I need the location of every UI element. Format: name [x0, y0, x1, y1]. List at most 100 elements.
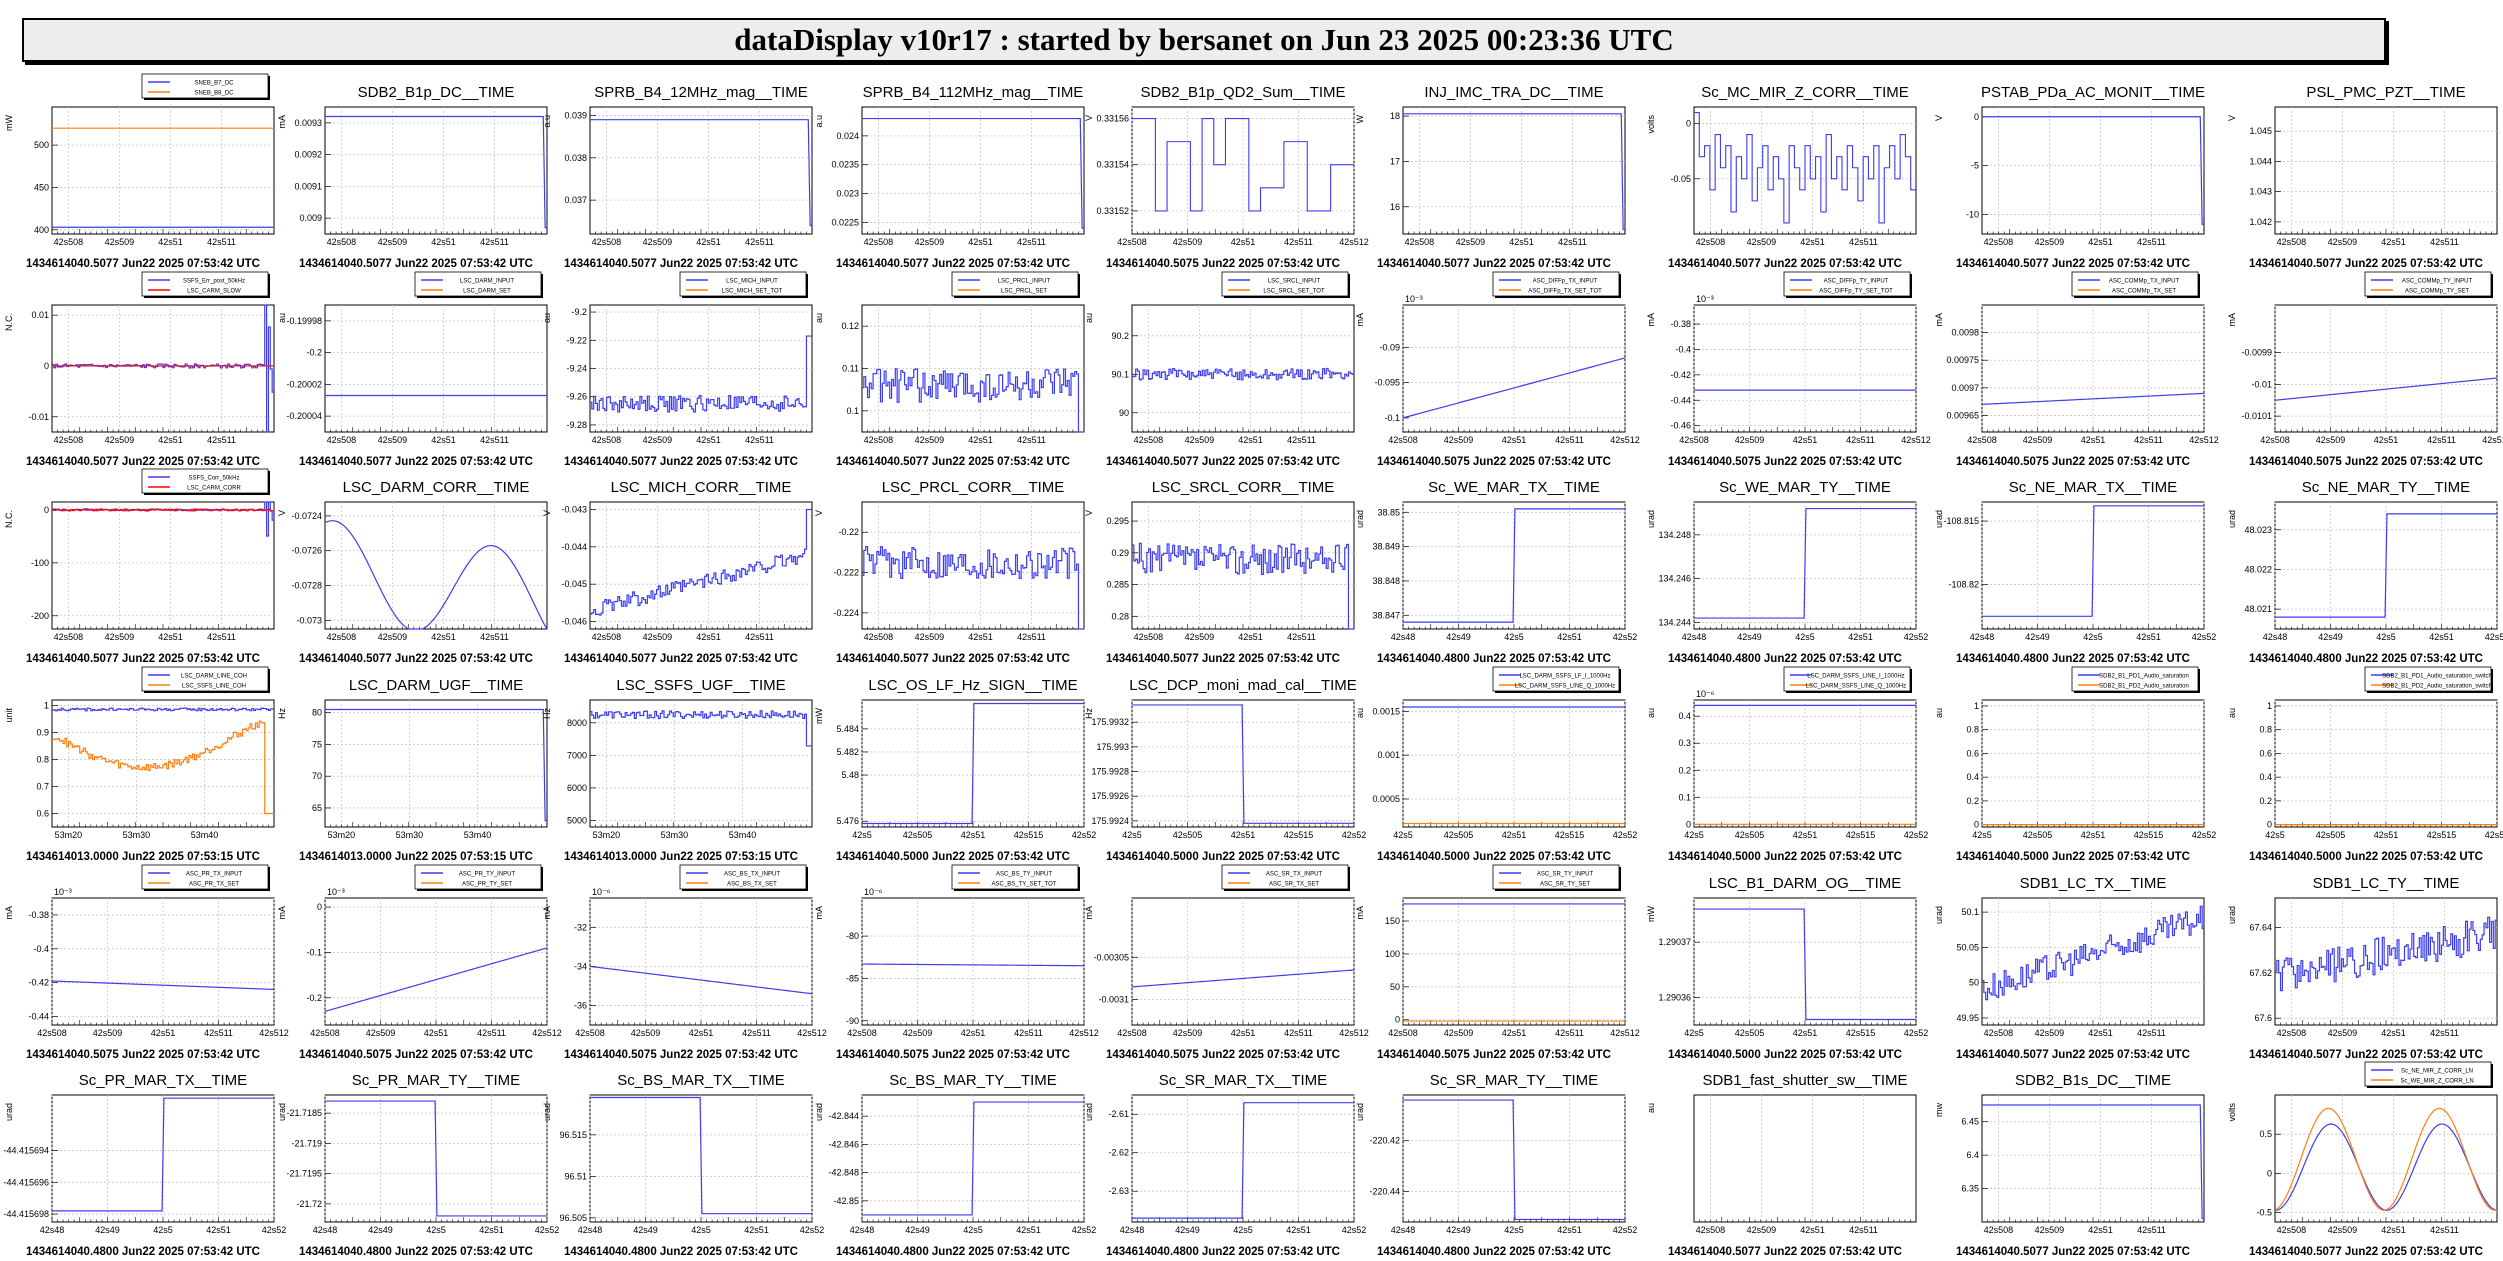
x-tick-label: 42s51	[1800, 1225, 1825, 1235]
legend-entry: LSC_CARM_CORR	[187, 486, 241, 492]
chart-panel: au 10⁻⁶ 42s5 42s505 42s51 42s515 42s52 0 0.1 0.2 0…	[1646, 666, 1928, 863]
chart-legend: LSC_DARM_LINE_COH LSC_SSFS_LINE_COH	[141, 666, 270, 693]
y-tick-label: 90.2	[1111, 331, 1129, 341]
x-tick-label: 42s51	[968, 237, 993, 247]
y-tick-label: -0.20004	[286, 411, 322, 421]
legend-entry: LSC_DARM_SET	[463, 289, 511, 295]
legend-entry: ASC_SR_TX_INPUT	[1266, 872, 1323, 878]
x-tick-label: 42s51	[2088, 237, 2113, 247]
x-tick-label: 42s5	[1233, 1225, 1253, 1235]
x-tick-label: 42s508	[2260, 435, 2290, 445]
legend-box	[951, 271, 1079, 297]
legend-entry: LSC_SRCL_INPUT	[1268, 279, 1321, 285]
timestamp-footer: 1434614040.5077 Jun22 2025 07:53:42 UTC	[836, 456, 1070, 468]
data-series-line	[590, 710, 812, 747]
timestamp-footer: 1434614040.5000 Jun22 2025 07:53:42 UTC	[2249, 851, 2483, 863]
chart-panel: SDB2_B1p_DC__TIME mA 42s508 42s509 42s51 42s5…	[277, 84, 548, 270]
y-tick-label: -80	[846, 931, 859, 941]
x-tick-label: 42s51	[1848, 632, 1873, 642]
legend-entry: LSC_SSFS_LINE_COH	[182, 684, 246, 690]
y-tick-label: -9.26	[566, 392, 587, 402]
y-tick-label: -0.0031	[1098, 995, 1129, 1005]
x-tick-label: 42s509	[915, 435, 945, 445]
timestamp-footer: 1434614040.5075 Jun22 2025 07:53:42 UTC	[2249, 456, 2483, 468]
x-tick-label: 42s509	[366, 1028, 396, 1038]
chart-panel: SPRB_B4_12MHz_mag__TIME a.u 42s508 42s509 42…	[542, 84, 813, 270]
timestamp-footer: 1434614040.5075 Jun22 2025 07:53:42 UTC	[1668, 456, 1902, 468]
x-tick-label: 42s515	[1284, 830, 1314, 840]
data-series-line	[590, 335, 812, 413]
chart-legend: ASC_COMMp_TY_INPUT ASC_COMMp_TY_SET	[2364, 271, 2493, 298]
y-tick-label: 17	[1390, 156, 1400, 166]
x-tick-label: 42s511	[1558, 237, 1587, 247]
x-tick-label: 42s508	[1967, 435, 1997, 445]
chart-title: INJ_IMC_TRA_DC__TIME	[1424, 84, 1603, 101]
chart-panel: mA 42s508 42s509 42s51 42s511 42s512 -0.0031 -0…	[1084, 864, 1369, 1061]
x-tick-label: 42s52	[1613, 632, 1638, 642]
x-tick-label: 42s509	[2316, 435, 2346, 445]
data-series-line	[52, 508, 274, 512]
x-tick-label: 42s511	[1017, 435, 1046, 445]
y-tick-label: 67.6	[2254, 1013, 2272, 1023]
x-tick-label: 42s511	[1287, 435, 1316, 445]
y-tick-label: 0.33152	[1096, 206, 1129, 216]
x-tick-label: 42s509	[2328, 237, 2358, 247]
data-series-line	[1403, 508, 1625, 623]
x-tick-label: 42s51	[158, 237, 183, 247]
x-tick-label: 42s509	[903, 1028, 933, 1038]
timestamp-footer: 1434614013.0000 Jun22 2025 07:53:15 UTC	[299, 851, 533, 863]
timestamp-footer: 1434614040.5077 Jun22 2025 07:53:42 UTC	[1956, 1049, 2190, 1061]
data-series-line	[324, 520, 548, 630]
x-tick-label: 42s52	[800, 1225, 825, 1235]
x-tick-label: 42s515	[1846, 1028, 1876, 1038]
legend-entry: ASC_BS_TX_INPUT	[724, 872, 780, 878]
x-tick-label: 42s49	[95, 1225, 120, 1235]
y-tick-label: 38.848	[1372, 576, 1400, 586]
y-axis-label: urad	[814, 1103, 824, 1121]
chart-panel: unit 53m20 53m30 53m40 0.6 0.7 0.8 0.9 1 LSC_DARM…	[4, 666, 275, 863]
y-axis-label: mA	[542, 906, 552, 920]
y-tick-label: 0.285	[1106, 580, 1129, 590]
x-tick-label: 42s515	[2134, 830, 2164, 840]
y-axis-label: au	[1355, 708, 1365, 718]
x-tick-label: 42s509	[643, 632, 673, 642]
chart-panel: N.C. 42s508 42s509 42s51 42s511 -0.01 0 0.01 SSF…	[4, 271, 275, 468]
plot-frame	[589, 699, 813, 828]
y-tick-label: -0.222	[833, 568, 859, 578]
timestamp-footer: 1434614040.5000 Jun22 2025 07:53:42 UTC	[1377, 851, 1611, 863]
y-tick-label: 0.12	[841, 321, 859, 331]
legend-entry: LSC_DARM_SSFS_LINE_I_1000Hz	[1807, 674, 1904, 680]
x-tick-label: 53m20	[55, 830, 83, 840]
timestamp-footer: 1434614040.4800 Jun22 2025 07:53:42 UTC	[1377, 1246, 1611, 1258]
timestamp-footer: 1434614040.5077 Jun22 2025 07:53:42 UTC	[299, 653, 533, 665]
y-tick-label: 175.9928	[1091, 767, 1129, 777]
y-axis-label: V	[277, 510, 287, 516]
timestamp-footer: 1434614040.5077 Jun22 2025 07:53:42 UTC	[26, 456, 260, 468]
x-tick-label: 42s51	[1231, 1028, 1256, 1038]
x-tick-label: 42s51	[1231, 830, 1256, 840]
legend-entry: ASC_SR_TX_SET	[1269, 882, 1319, 888]
x-tick-label: 42s509	[1173, 1028, 1203, 1038]
timestamp-footer: 1434614040.5075 Jun22 2025 07:53:42 UTC	[1377, 1049, 1611, 1061]
x-tick-label: 42s511	[2137, 1225, 2166, 1235]
y-tick-label: -220.42	[1369, 1136, 1400, 1146]
x-tick-label: 42s52	[1613, 830, 1638, 840]
x-tick-label: 42s5	[1684, 1028, 1704, 1038]
y-axis-label: urad	[4, 1103, 14, 1121]
x-tick-label: 42s508	[1696, 237, 1726, 247]
y-tick-label: 50	[1390, 982, 1400, 992]
plot-frame	[861, 897, 1085, 1026]
y-axis-label: au	[814, 313, 824, 323]
y-exponent-label: 10⁻³	[1696, 294, 1714, 304]
y-tick-label: -44.415696	[3, 1177, 49, 1187]
y-tick-label: -85	[846, 973, 859, 983]
y-axis-label: mW	[4, 115, 14, 131]
x-tick-label: 53m30	[123, 830, 151, 840]
y-tick-label: -9.2	[571, 307, 587, 317]
chart-title: SDB1_LC_TY__TIME	[2313, 875, 2460, 892]
y-tick-label: 38.847	[1372, 610, 1400, 620]
